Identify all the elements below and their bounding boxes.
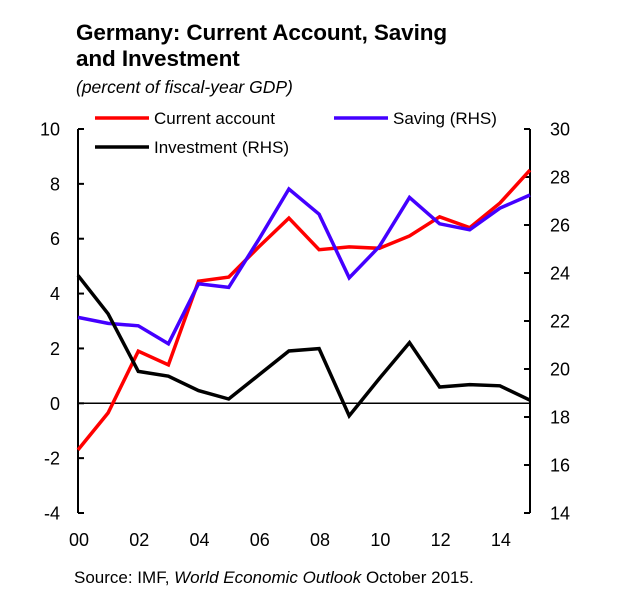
x-axis-tick-label: 06 [250, 530, 270, 550]
x-axis-tick-label: 04 [190, 530, 210, 550]
series-line-saving [77, 186, 531, 347]
right-axis-tick-label: 20 [550, 360, 570, 380]
series-group [76, 168, 532, 452]
legend: Current account Saving (RHS) Investment (R… [95, 109, 497, 157]
left-axis-tick-label: 6 [50, 229, 60, 249]
source-prefix: Source: IMF, [74, 568, 175, 587]
right-axis-tick-label: 14 [550, 504, 570, 524]
right-axis-tick-label: 22 [550, 312, 570, 332]
right-axis-tick-label: 24 [550, 264, 570, 284]
x-axis-tick-label: 00 [69, 530, 89, 550]
left-axis-tick-label: 10 [40, 120, 60, 140]
chart-title-line2: and Investment [76, 46, 240, 71]
x-axis-tick-label: 12 [431, 530, 451, 550]
legend-label-saving: Saving (RHS) [393, 109, 497, 128]
left-axis-tick-label: -2 [44, 449, 60, 469]
x-axis-tick-label: 10 [370, 530, 390, 550]
x-axis-tick-label: 08 [310, 530, 330, 550]
left-axis-tick-label: -4 [44, 504, 60, 524]
left-axis-tick-label: 8 [50, 174, 60, 194]
right-axis-tick-label: 30 [550, 120, 570, 140]
x-axis-tick-label: 02 [129, 530, 149, 550]
left-axis-tick-label: 2 [50, 339, 60, 359]
right-axis-tick-label: 28 [550, 168, 570, 188]
series-line-investment [76, 274, 531, 420]
x-axis-tick-label: 14 [491, 530, 511, 550]
source-suffix: October 2015. [361, 568, 474, 587]
chart-title: Germany: Current Account, Saving and Inv… [76, 20, 447, 72]
right-axis-tick-label: 16 [550, 456, 570, 476]
source-note: Source: IMF, World Economic Outlook Octo… [74, 568, 474, 588]
series-line-current-account [76, 168, 532, 452]
legend-label-investment: Investment (RHS) [154, 138, 289, 157]
left-axis-tick-label: 4 [50, 284, 60, 304]
right-axis-tick-label: 18 [550, 408, 570, 428]
source-publication: World Economic Outlook [174, 568, 362, 587]
chart-title-line1: Germany: Current Account, Saving [76, 20, 448, 45]
chart-subtitle: (percent of fiscal-year GDP) [76, 77, 293, 97]
right-axis-tick-label: 26 [550, 216, 570, 236]
left-axis-tick-label: 0 [50, 394, 60, 414]
legend-label-current-account: Current account [154, 109, 275, 128]
